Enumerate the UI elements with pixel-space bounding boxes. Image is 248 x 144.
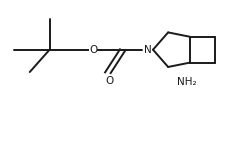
Text: O: O	[89, 45, 97, 55]
Text: N: N	[144, 45, 152, 55]
Text: NH₂: NH₂	[177, 77, 197, 87]
Text: O: O	[105, 76, 113, 86]
